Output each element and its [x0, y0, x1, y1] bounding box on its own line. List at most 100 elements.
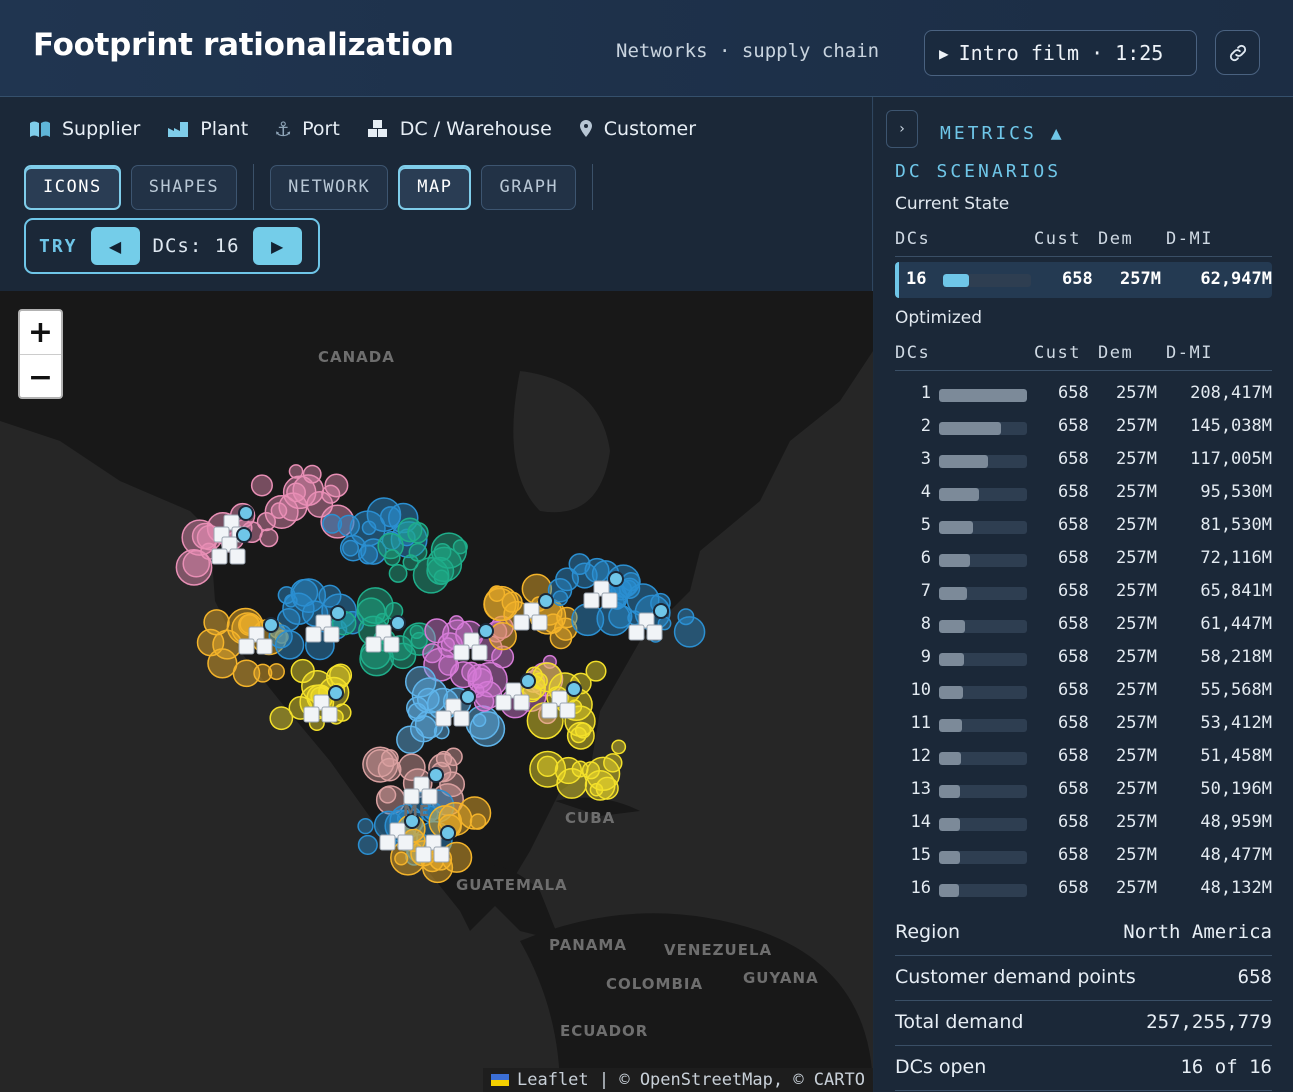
- customer-point[interactable]: [554, 756, 583, 785]
- scenario-row[interactable]: 15 658 257M 48,477M: [895, 839, 1272, 872]
- customer-point[interactable]: [337, 514, 360, 537]
- customer-point[interactable]: [342, 539, 359, 557]
- dc-warehouse-icon[interactable]: [513, 593, 554, 631]
- customer-point[interactable]: [394, 851, 409, 866]
- dc-warehouse-icon[interactable]: [379, 813, 420, 851]
- customer-point[interactable]: [396, 725, 425, 754]
- customer-point[interactable]: [422, 643, 443, 664]
- scenario-row[interactable]: 12 658 257M 51,458M: [895, 740, 1272, 773]
- customer-point[interactable]: [673, 616, 706, 648]
- increase-dcs-button[interactable]: ▶: [252, 227, 302, 265]
- customer-point[interactable]: [286, 482, 306, 503]
- dc-warehouse-icon[interactable]: [541, 681, 582, 719]
- customer-point[interactable]: [409, 624, 424, 640]
- customer-point[interactable]: [585, 660, 607, 682]
- scenario-row[interactable]: 1 658 257M 208,417M: [895, 377, 1272, 410]
- customer-point[interactable]: [410, 631, 428, 650]
- customer-point[interactable]: [270, 502, 288, 519]
- customer-point[interactable]: [608, 604, 633, 629]
- network-tab[interactable]: NETWORK: [270, 164, 389, 210]
- customer-point[interactable]: [433, 543, 452, 562]
- customer-point[interactable]: [439, 771, 466, 798]
- graph-tab[interactable]: GRAPH: [481, 164, 577, 210]
- customer-point[interactable]: [483, 585, 520, 622]
- customer-point[interactable]: [677, 608, 695, 626]
- customer-point[interactable]: [306, 491, 334, 518]
- customer-point[interactable]: [555, 567, 580, 592]
- customer-point[interactable]: [438, 654, 460, 676]
- customer-point[interactable]: [390, 521, 428, 559]
- dc-warehouse-icon[interactable]: [453, 623, 494, 661]
- customer-point[interactable]: [378, 786, 397, 804]
- customer-point[interactable]: [203, 609, 230, 636]
- scenario-row[interactable]: 8 658 257M 61,447M: [895, 608, 1272, 641]
- customer-point[interactable]: [472, 713, 487, 728]
- customer-point[interactable]: [536, 755, 559, 778]
- customer-point[interactable]: [357, 818, 374, 835]
- customer-point[interactable]: [402, 554, 419, 571]
- scenario-row[interactable]: 14 658 257M 48,959M: [895, 806, 1272, 839]
- customer-point[interactable]: [404, 666, 437, 698]
- scenario-row[interactable]: 2 658 257M 145,038M: [895, 410, 1272, 443]
- customer-point[interactable]: [611, 739, 627, 755]
- customer-point[interactable]: [469, 711, 506, 747]
- scenario-row[interactable]: 6 658 257M 72,116M: [895, 542, 1272, 575]
- dc-warehouse-icon[interactable]: [628, 603, 669, 641]
- customer-point[interactable]: [469, 813, 487, 830]
- customer-point[interactable]: [264, 494, 299, 530]
- customer-point[interactable]: [529, 750, 567, 788]
- dc-warehouse-icon[interactable]: [403, 767, 444, 805]
- dc-warehouse-icon[interactable]: [365, 615, 406, 653]
- customer-point[interactable]: [552, 590, 569, 607]
- dc-warehouse-icon[interactable]: [303, 685, 344, 723]
- map-tab[interactable]: MAP: [398, 164, 472, 210]
- intro-film-button[interactable]: ▶ Intro film · 1:25: [924, 30, 1197, 76]
- scenario-row[interactable]: 10 658 257M 55,568M: [895, 674, 1272, 707]
- scenario-row[interactable]: 13 658 257M 50,196M: [895, 773, 1272, 806]
- customer-point[interactable]: [356, 597, 386, 627]
- dc-warehouse-icon[interactable]: [435, 689, 476, 727]
- customer-point[interactable]: [472, 661, 508, 698]
- customer-point[interactable]: [290, 578, 319, 607]
- customer-point[interactable]: [250, 474, 273, 497]
- current-scenario-row[interactable]: 16 658 257M 62,947M: [895, 262, 1272, 298]
- scenario-row[interactable]: 7 658 257M 65,841M: [895, 575, 1272, 608]
- dc-warehouse-icon[interactable]: [238, 617, 279, 655]
- dc-warehouse-icon[interactable]: [495, 673, 536, 711]
- icons-toggle[interactable]: ICONS: [24, 164, 121, 210]
- customer-point[interactable]: [426, 556, 455, 585]
- customer-point[interactable]: [207, 648, 238, 679]
- map-canvas[interactable]: CANADA CUBA GUATEMALA PANAMA VENEZUELA G…: [0, 291, 873, 1092]
- customer-point[interactable]: [402, 622, 436, 656]
- customer-point[interactable]: [444, 747, 463, 767]
- customer-point[interactable]: [329, 663, 353, 687]
- scenario-row[interactable]: 16 658 257M 48,132M: [895, 872, 1272, 905]
- scenario-row[interactable]: 11 658 257M 53,412M: [895, 707, 1272, 740]
- customer-point[interactable]: [274, 630, 305, 660]
- customer-point[interactable]: [256, 511, 276, 532]
- metrics-header[interactable]: METRICS ▲: [940, 123, 1065, 144]
- customer-point[interactable]: [366, 497, 402, 532]
- dc-warehouse-icon[interactable]: [305, 605, 346, 643]
- customer-point[interactable]: [452, 539, 468, 555]
- customer-point[interactable]: [398, 753, 426, 782]
- customer-point[interactable]: [397, 517, 423, 543]
- customer-point[interactable]: [618, 577, 641, 599]
- customer-point[interactable]: [570, 726, 587, 744]
- customer-point[interactable]: [407, 522, 429, 544]
- customer-point[interactable]: [288, 464, 304, 479]
- zoom-in-button[interactable]: +: [20, 311, 61, 355]
- dc-warehouse-icon[interactable]: [211, 527, 252, 565]
- scenario-row[interactable]: 3 658 257M 117,005M: [895, 443, 1272, 476]
- share-link-button[interactable]: [1215, 30, 1260, 75]
- map-attribution[interactable]: Leaflet | © OpenStreetMap, © CARTO: [483, 1068, 873, 1092]
- scenario-row[interactable]: 4 658 257M 95,530M: [895, 476, 1272, 509]
- zoom-out-button[interactable]: −: [27, 359, 54, 395]
- customer-point[interactable]: [324, 473, 349, 498]
- customer-point[interactable]: [358, 544, 379, 565]
- shapes-toggle[interactable]: SHAPES: [130, 164, 238, 210]
- customer-point[interactable]: [322, 513, 343, 534]
- customer-point[interactable]: [290, 658, 315, 684]
- decrease-dcs-button[interactable]: ◀: [90, 227, 140, 265]
- customer-point[interactable]: [267, 663, 285, 681]
